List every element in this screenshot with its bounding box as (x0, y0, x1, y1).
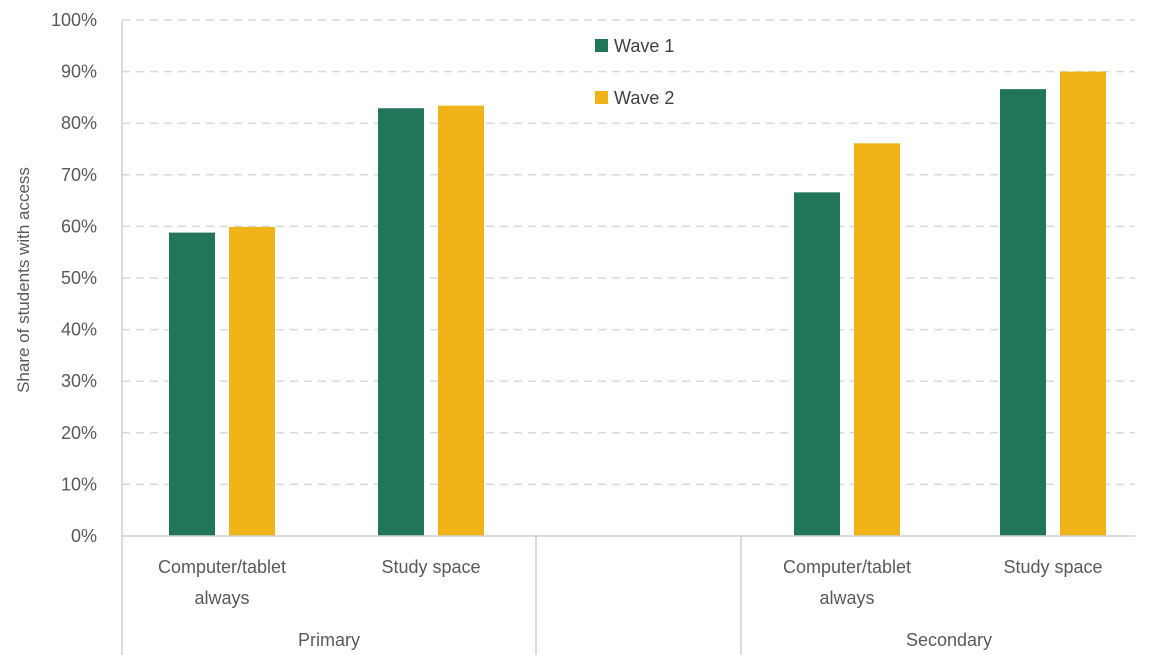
y-tick-label: 70% (61, 165, 97, 185)
bar-wave-1 (794, 192, 840, 536)
gridlines (122, 19, 1135, 486)
y-tick-label: 40% (61, 320, 97, 340)
y-tick-label: 30% (61, 371, 97, 391)
legend-swatch (595, 39, 608, 52)
legend-label: Wave 2 (614, 88, 674, 108)
x-axis (121, 20, 1135, 655)
group-labels: Primary Secondary (298, 630, 992, 650)
x-category-label: Study space (381, 557, 480, 577)
y-axis-title: Share of students with access (14, 167, 33, 393)
legend-swatch (595, 91, 608, 104)
bar-wave-1 (378, 108, 424, 537)
x-group-label: Secondary (906, 630, 992, 650)
y-tick-label: 50% (61, 268, 97, 288)
y-tick-label: 80% (61, 113, 97, 133)
bar-wave-2 (1060, 71, 1106, 536)
legend-label: Wave 1 (614, 36, 674, 56)
y-tick-label: 10% (61, 474, 97, 494)
x-group-label: Primary (298, 630, 360, 650)
x-category-label: always (194, 588, 249, 608)
x-category-label: Computer/tablet (783, 557, 911, 577)
y-tick-label: 90% (61, 62, 97, 82)
bar-wave-2 (229, 226, 275, 536)
bars (169, 71, 1106, 537)
y-tick-label: 20% (61, 423, 97, 443)
x-category-label: Study space (1003, 557, 1102, 577)
category-labels: Computer/tablet always Study space Computer… (158, 557, 1103, 608)
bar-wave-2 (438, 105, 484, 536)
x-category-label: always (819, 588, 874, 608)
bar-wave-1 (1000, 89, 1046, 537)
y-tick-label: 100% (51, 10, 97, 30)
bar-wave-1 (169, 232, 215, 537)
legend: Wave 1 Wave 2 (595, 36, 674, 108)
bar-wave-2 (854, 143, 900, 536)
y-axis-ticks: 0% 10% 20% 30% 40% 50% 60% 70% 80% 90% 100% (51, 10, 97, 546)
y-tick-label: 60% (61, 216, 97, 236)
x-category-label: Computer/tablet (158, 557, 286, 577)
y-tick-label: 0% (71, 526, 97, 546)
